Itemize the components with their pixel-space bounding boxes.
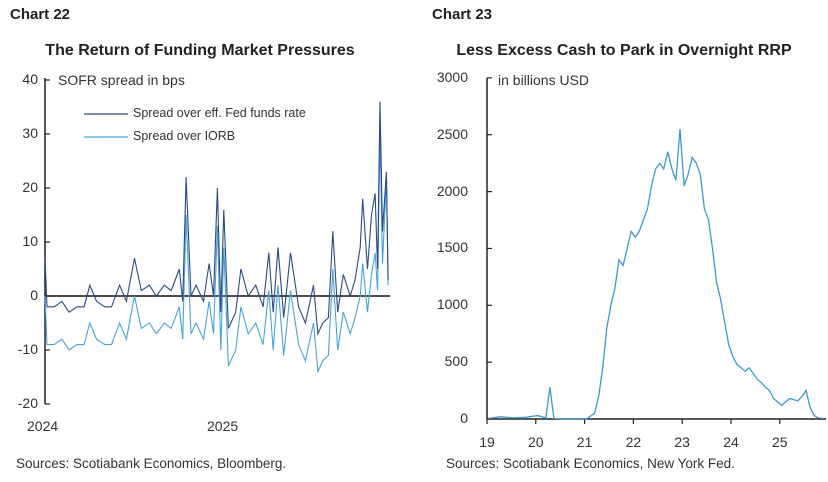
series-iorb-line (44, 133, 389, 374)
y-tick-2500: 2500 (436, 125, 468, 142)
y-tick-0: 0 (30, 287, 38, 303)
y-tick-30: 30 (22, 125, 38, 141)
chart-22-title: The Return of Funding Market Pressures (45, 42, 355, 59)
legend-label-iorb: Spread over IORB (133, 129, 236, 143)
y-tick-3000: 3000 (436, 68, 468, 85)
y-tick-0: 0 (460, 410, 468, 426)
legend-label-effr: Spread over eff. Fed funds rate (133, 106, 306, 120)
series-rrp-line (488, 129, 823, 420)
chart-22-label: Chart 22 (10, 6, 71, 23)
chart-22-source: Sources: Scotiabank Economics, Bloomberg… (16, 456, 287, 471)
y-tick-1500: 1500 (436, 239, 468, 256)
y-tick--10: -10 (17, 341, 38, 357)
x-tick-19: 19 (479, 434, 495, 450)
x-tick-24: 24 (723, 434, 739, 450)
x-tick-25: 25 (772, 434, 788, 450)
y-tick-10: 10 (22, 233, 38, 249)
y-tick--20: -20 (17, 395, 38, 411)
chart-23-ylabel: in billions USD (498, 72, 590, 88)
x-tick-23: 23 (674, 434, 690, 450)
x-tick-2024: 2024 (27, 418, 59, 434)
x-tick-22: 22 (625, 434, 642, 450)
chart-23-source: Sources: Scotiabank Economics, New York … (446, 456, 735, 471)
y-tick-40: 40 (22, 71, 38, 87)
chart-23-label: Chart 23 (432, 6, 493, 23)
chart-23-title: Less Excess Cash to Park in Overnight RR… (456, 42, 792, 59)
x-tick-21: 21 (576, 434, 593, 450)
y-tick-500: 500 (444, 353, 468, 370)
y-tick-1000: 1000 (436, 296, 468, 313)
x-tick-2025: 2025 (207, 418, 239, 434)
series-effr-line (44, 101, 389, 336)
y-tick-20: 20 (22, 179, 38, 195)
chart-22-ylabel: SOFR spread in bps (58, 72, 185, 88)
y-tick-2000: 2000 (436, 182, 468, 199)
x-tick-20: 20 (528, 434, 544, 450)
